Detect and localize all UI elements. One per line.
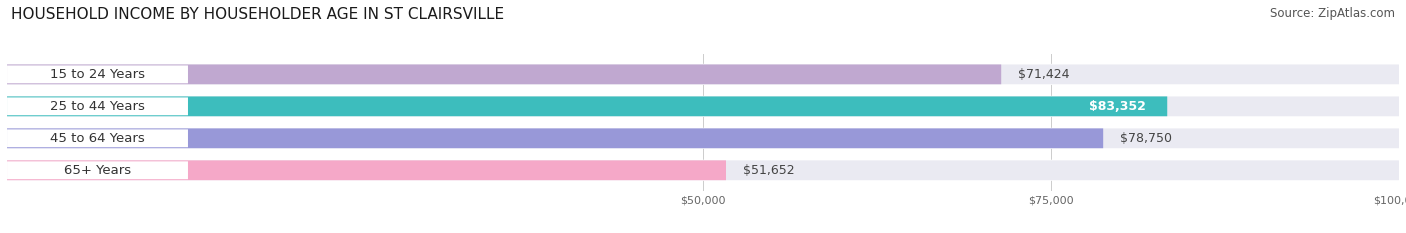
Text: Source: ZipAtlas.com: Source: ZipAtlas.com — [1270, 7, 1395, 20]
FancyBboxPatch shape — [7, 96, 1399, 116]
Text: 15 to 24 Years: 15 to 24 Years — [51, 68, 145, 81]
FancyBboxPatch shape — [7, 160, 1399, 181]
FancyBboxPatch shape — [7, 160, 1399, 180]
Text: $51,652: $51,652 — [742, 164, 794, 177]
FancyBboxPatch shape — [7, 96, 1167, 116]
FancyBboxPatch shape — [7, 65, 1399, 84]
FancyBboxPatch shape — [7, 65, 1001, 84]
Text: 65+ Years: 65+ Years — [63, 164, 131, 177]
FancyBboxPatch shape — [7, 128, 1399, 149]
FancyBboxPatch shape — [7, 129, 188, 147]
Text: $71,424: $71,424 — [1018, 68, 1070, 81]
FancyBboxPatch shape — [7, 97, 188, 115]
FancyBboxPatch shape — [7, 161, 188, 179]
FancyBboxPatch shape — [7, 128, 1399, 148]
Text: $83,352: $83,352 — [1090, 100, 1146, 113]
Text: HOUSEHOLD INCOME BY HOUSEHOLDER AGE IN ST CLAIRSVILLE: HOUSEHOLD INCOME BY HOUSEHOLDER AGE IN S… — [11, 7, 505, 22]
Text: 45 to 64 Years: 45 to 64 Years — [51, 132, 145, 145]
FancyBboxPatch shape — [7, 65, 188, 83]
FancyBboxPatch shape — [7, 64, 1399, 85]
FancyBboxPatch shape — [7, 96, 1399, 117]
Text: 25 to 44 Years: 25 to 44 Years — [51, 100, 145, 113]
Text: $78,750: $78,750 — [1121, 132, 1171, 145]
FancyBboxPatch shape — [7, 160, 725, 180]
FancyBboxPatch shape — [7, 128, 1104, 148]
